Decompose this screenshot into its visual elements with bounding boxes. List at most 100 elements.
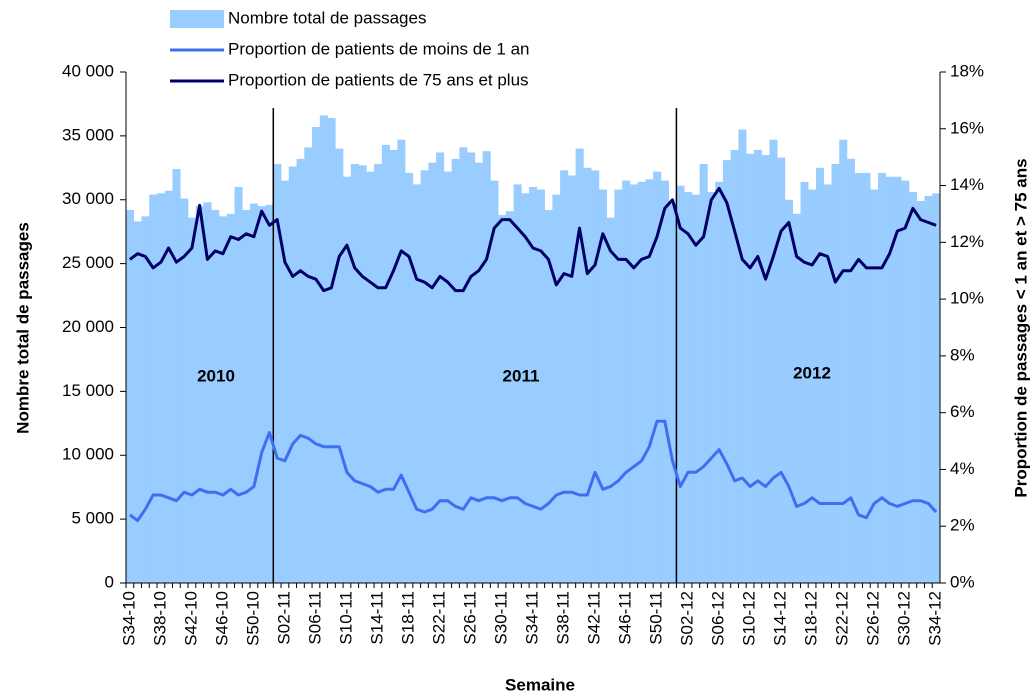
- bar: [482, 151, 491, 583]
- x-tick-label: S50-11: [647, 591, 666, 645]
- bar: [195, 206, 204, 583]
- bar: [451, 158, 460, 583]
- bar: [257, 206, 266, 583]
- line-series: [129, 419, 938, 522]
- x-tick-label: S34-11: [522, 591, 541, 645]
- line-series: [129, 186, 937, 293]
- bar: [265, 204, 274, 584]
- bar: [164, 190, 173, 583]
- x-tick-label: S30-11: [491, 591, 510, 645]
- bar: [722, 160, 731, 583]
- bar: [653, 171, 662, 583]
- bar: [126, 209, 135, 583]
- x-tick-label: S38-11: [553, 591, 572, 645]
- bar: [676, 185, 685, 583]
- x-tick-label: S42-10: [181, 591, 200, 646]
- bar: [188, 217, 197, 583]
- bar: [823, 184, 832, 584]
- bar: [288, 166, 297, 583]
- year-annotation: 2012: [793, 363, 831, 382]
- y-axis-title: Nombre total de passages: [13, 222, 32, 434]
- bar: [699, 163, 708, 584]
- bar: [474, 162, 483, 583]
- bar: [350, 163, 359, 584]
- x-tick-label: S06-12: [709, 591, 728, 646]
- bar: [885, 176, 894, 583]
- bar: [459, 147, 468, 583]
- x-tick-label: S14-11: [367, 591, 386, 645]
- bar: [366, 171, 375, 583]
- bar: [428, 162, 437, 583]
- x-tick-label: S34-12: [926, 591, 945, 646]
- bar: [443, 171, 452, 583]
- bar: [854, 172, 863, 584]
- x-tick-label: S34-10: [119, 591, 138, 646]
- bar: [234, 186, 243, 583]
- bar: [598, 189, 607, 583]
- y-tick-label: 25 000: [62, 253, 114, 272]
- bar: [381, 144, 390, 583]
- bar: [436, 152, 445, 584]
- x-tick-label: S46-10: [212, 591, 231, 646]
- bar: [281, 180, 290, 583]
- bar: [893, 176, 902, 583]
- bar: [374, 163, 383, 584]
- bar: [505, 211, 514, 583]
- y2-tick-label: 10%: [950, 289, 984, 308]
- year-annotation: 2010: [197, 366, 235, 385]
- x-tick-label: S26-12: [864, 591, 883, 646]
- bar: [784, 199, 794, 583]
- x-tick-label: S10-11: [336, 591, 355, 645]
- y2-tick-label: 4%: [950, 459, 975, 478]
- y2-tick-label: 18%: [950, 61, 984, 80]
- bar: [521, 193, 530, 584]
- bar: [730, 149, 739, 584]
- bar: [645, 179, 654, 583]
- bar: [707, 192, 716, 583]
- bar: [846, 158, 856, 583]
- x-tick-label: S26-11: [460, 591, 479, 645]
- bar: [405, 172, 414, 584]
- bar: [691, 194, 700, 583]
- bar: [250, 203, 259, 583]
- x-tick-label: S38-10: [150, 591, 169, 646]
- x-tick-label: S30-12: [895, 591, 914, 646]
- y2-tick-label: 2%: [950, 516, 975, 535]
- bar: [753, 149, 762, 584]
- x-tick-label: S22-11: [429, 591, 448, 645]
- bar: [901, 180, 910, 583]
- x-tick-label: S02-12: [678, 591, 697, 646]
- bar: [916, 201, 925, 583]
- bar: [769, 139, 778, 583]
- bar: [839, 139, 848, 583]
- bar: [343, 176, 352, 583]
- bar: [831, 163, 840, 584]
- y-tick-label: 30 000: [62, 189, 114, 208]
- x-tick-label: S14-12: [771, 591, 790, 646]
- bar: [327, 117, 336, 584]
- bar: [792, 213, 801, 584]
- bar: [746, 153, 755, 583]
- bar: [715, 181, 724, 584]
- bar: [172, 169, 181, 583]
- bar: [420, 170, 429, 583]
- bar: [242, 209, 251, 583]
- bar: [219, 216, 228, 584]
- bar: [637, 181, 646, 584]
- bar: [738, 129, 747, 584]
- bar: [870, 189, 879, 583]
- legend-swatch: [170, 10, 224, 28]
- bar: [924, 195, 933, 584]
- y2-tick-label: 6%: [950, 402, 975, 421]
- bar: [544, 209, 553, 583]
- y2-tick-label: 14%: [950, 175, 984, 194]
- bar: [226, 213, 235, 584]
- bar: [932, 193, 941, 584]
- bar: [808, 189, 817, 583]
- bar: [583, 167, 592, 583]
- bar: [358, 165, 367, 583]
- y-tick-label: 10 000: [62, 445, 114, 464]
- bar: [141, 216, 150, 584]
- bar: [335, 148, 344, 583]
